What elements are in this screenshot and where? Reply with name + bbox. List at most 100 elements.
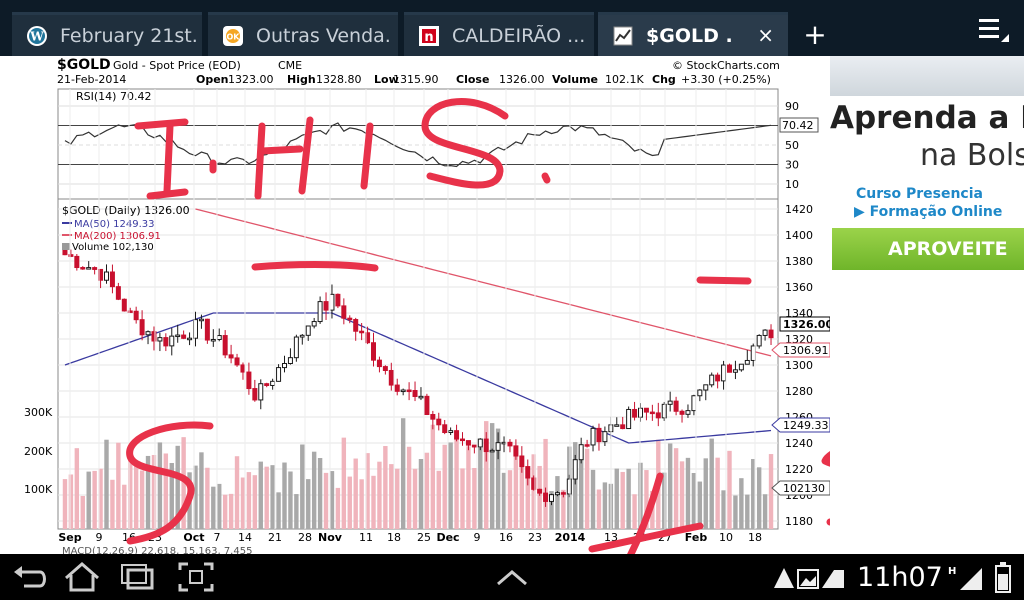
home-icon[interactable] [62,560,102,594]
volume-bar [294,494,299,529]
candle [216,335,222,341]
advertisement[interactable]: Aprenda a In na Bols Curso Presencia ▶ F… [830,56,1024,554]
volume-bar [400,418,406,529]
ad-link-formacao[interactable]: ▶ Formação Online [854,204,1002,220]
candle [762,329,768,336]
tab-caldeirao[interactable]: n CALDEIRÃO ... [404,12,594,56]
volume-bar [751,459,756,529]
low-value: 1315.90 [393,73,439,86]
volume-bar [329,471,335,529]
volume-tick-100k: 100K [24,483,53,496]
volume-bar [347,476,352,529]
open-value: 1323.00 [228,73,274,86]
volume-bar [163,453,169,529]
candle [169,335,175,347]
screenshot-icon[interactable] [176,560,216,594]
volume-bar [252,475,258,529]
candle [572,459,578,480]
candle [424,395,430,416]
candle [317,301,323,323]
volume-bar [199,452,204,529]
chg-value: +3.30 (+0.25%) [681,73,771,86]
chart-exchange: CME [278,59,302,72]
back-icon[interactable] [10,560,50,594]
chevron-up-icon[interactable] [492,560,532,594]
volume-bar [620,471,625,529]
volume-bar [353,458,358,529]
tab-gold[interactable]: $GOLD . × [598,12,788,56]
volume-bar [555,476,560,529]
status-clock: 11h07 [857,562,943,593]
volume-bar [478,447,483,529]
chart-symbol: $GOLD [57,57,111,73]
volume-bar [264,466,269,529]
volume-bar [169,463,174,529]
candle [270,380,276,386]
ma200-tag-text: 1306.91 [783,344,829,357]
tab-february-21st[interactable]: W February 21st. [12,12,202,56]
price-tick-label: 1420 [785,203,813,216]
x-tick-label: Dec [436,531,459,544]
svg-text:n: n [424,30,433,45]
close-tab-icon[interactable]: × [757,23,774,47]
candle [738,363,744,371]
volume-tick-200k: 200K [24,445,53,458]
tab-label: February 21st. [60,24,198,47]
candle [234,357,240,366]
candle [109,271,115,288]
volume-bar [762,494,768,529]
volume-bar [406,446,412,529]
candle [602,431,608,443]
volume-bar [484,421,489,529]
macd-label-partial: MACD(12,26,9) 22.618, 15.163, 7.455 [62,546,252,554]
candle [282,362,287,369]
candle [495,442,501,451]
price-label: $GOLD (Daily) 1326.00 [62,204,190,217]
browser-tab-bar: W February 21st. OK Outras Venda. n CALD… [0,0,1024,56]
volume-bar [317,458,323,529]
recent-apps-icon[interactable] [118,560,158,594]
rsi-tick-label: 30 [785,159,799,172]
candle [643,407,649,413]
web-page[interactable]: $GOLD Gold - Spot Price (EOD) CME © Stoc… [0,56,1024,554]
price-tick-label: 1180 [785,515,813,528]
volume-bar [311,451,317,529]
new-tab-button[interactable]: + [803,17,827,51]
volume-bar [389,464,394,529]
volume-bar [128,459,133,529]
candle [335,293,341,307]
ad-link-curso[interactable]: Curso Presencia [856,186,983,202]
x-tick-label: 18 [748,531,762,544]
candle [187,337,193,341]
candle [145,331,151,336]
volume-bar [240,477,246,529]
candle [163,337,169,347]
candle [632,408,638,418]
candle [661,403,667,419]
candle [86,267,92,270]
close-price-tag [779,316,830,332]
volume-bar [359,479,364,529]
candle [264,383,270,386]
system-navigation-bar: 11h07 H [0,554,1024,600]
chart-name: Gold - Spot Price (EOD) [113,59,241,72]
volume-bar [193,465,198,529]
volume-bar [756,467,762,529]
volume-bar [282,462,287,529]
volume-bar [703,458,708,529]
candle [727,364,732,373]
volume-bar [573,442,578,529]
candle [489,449,495,453]
tab-outras-vendas[interactable]: OK Outras Venda. [208,12,398,56]
x-tick-label: 10 [719,531,733,544]
rsi-tick-label: 50 [785,139,799,152]
n-logo-icon: n [418,25,440,47]
menu-icon[interactable] [975,14,1011,46]
candle [507,441,513,447]
ad-cta-button[interactable]: APROVEITE [832,228,1024,270]
candle [198,318,204,322]
chart-date: 21-Feb-2014 [57,73,126,86]
ad-image [830,56,1024,96]
candle [554,492,560,496]
volume-bar [679,461,685,529]
